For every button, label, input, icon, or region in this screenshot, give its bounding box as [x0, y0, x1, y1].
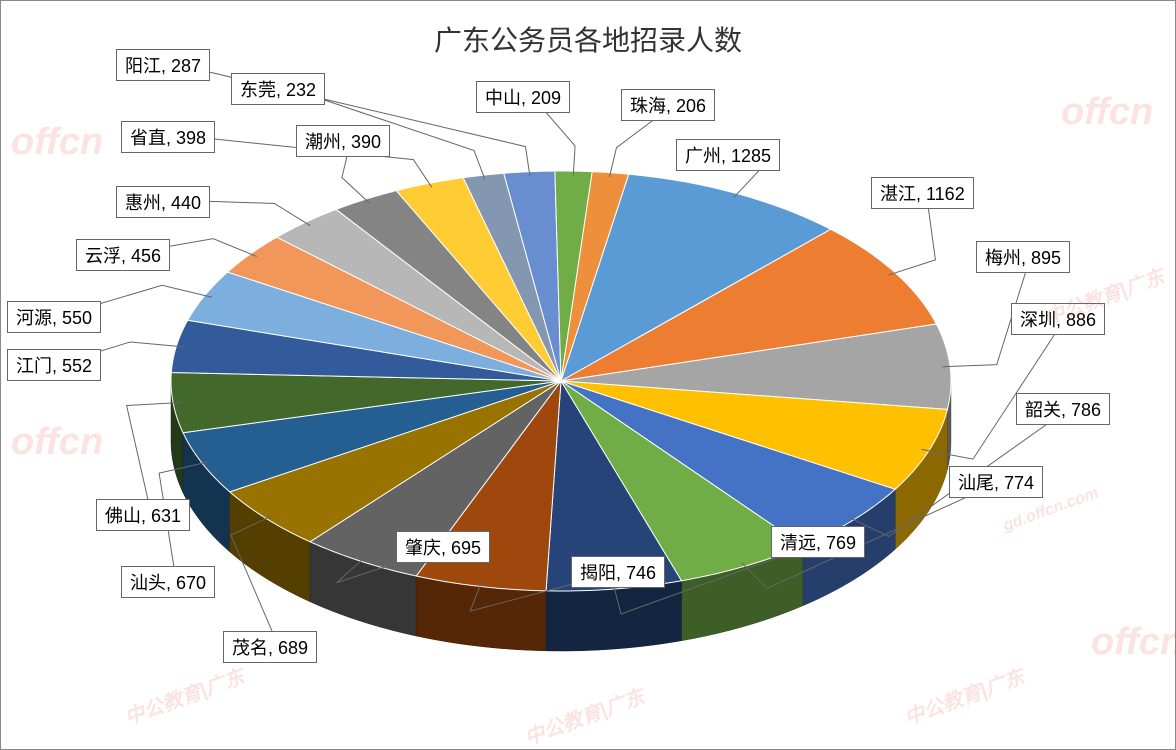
- slice-label: 汕头, 670: [121, 566, 215, 598]
- slice-label: 汕尾, 774: [949, 466, 1043, 498]
- slice-label: 江门, 552: [7, 349, 101, 381]
- slice-label: 珠海, 206: [621, 89, 715, 121]
- slice-label: 清远, 769: [771, 526, 865, 558]
- slice-label: 揭阳, 746: [571, 556, 665, 588]
- slice-label: 茂名, 689: [223, 631, 317, 663]
- slice-label: 梅州, 895: [976, 241, 1070, 273]
- slice-label: 河源, 550: [7, 301, 101, 333]
- slice-label: 省直, 398: [121, 121, 215, 153]
- slice-label: 肇庆, 695: [396, 531, 490, 563]
- slice-label: 深圳, 886: [1011, 303, 1105, 335]
- slice-label: 佛山, 631: [96, 499, 190, 531]
- slice-label: 惠州, 440: [116, 186, 210, 218]
- slice-label: 中山, 209: [476, 81, 570, 113]
- pie-chart-svg: [1, 1, 1176, 750]
- slice-label: 湛江, 1162: [871, 177, 974, 209]
- slice-label: 阳江, 287: [116, 49, 210, 81]
- leader-line: [171, 63, 530, 176]
- slice-label: 云浮, 456: [76, 239, 170, 271]
- slice-label: 东莞, 232: [231, 73, 325, 105]
- slice-label: 广州, 1285: [676, 139, 780, 171]
- slice-label: 潮州, 390: [296, 125, 390, 157]
- slice-label: 韶关, 786: [1016, 393, 1110, 425]
- pie-chart-container: 广东公务员各地招录人数 广州, 1285湛江, 1162梅州, 895深圳, 8…: [0, 0, 1176, 750]
